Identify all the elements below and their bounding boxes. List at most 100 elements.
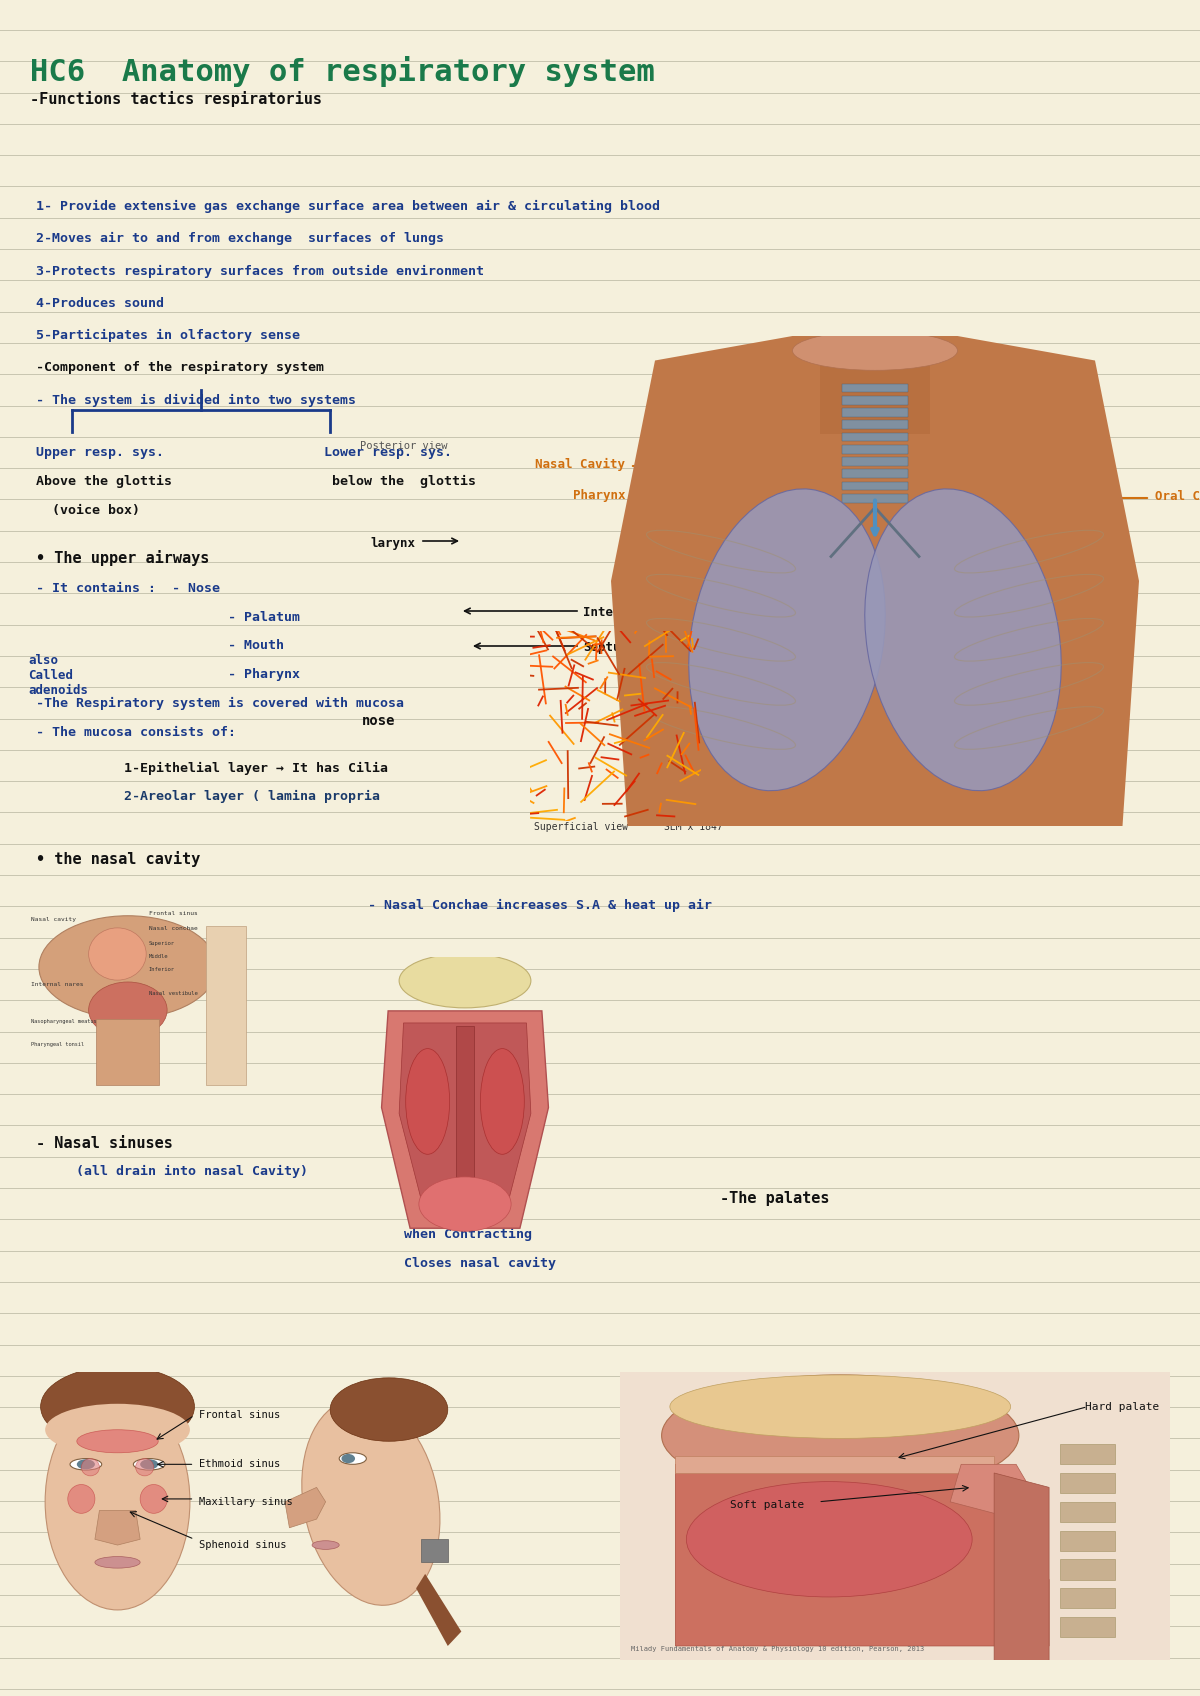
FancyBboxPatch shape: [1060, 1445, 1115, 1464]
FancyBboxPatch shape: [1060, 1472, 1115, 1492]
Text: (all drain into nasal Cavity): (all drain into nasal Cavity): [36, 1165, 308, 1179]
Text: Above the glottis                    below the  glottis: Above the glottis below the glottis: [36, 475, 476, 488]
FancyBboxPatch shape: [1060, 1587, 1115, 1608]
Ellipse shape: [689, 488, 886, 790]
Ellipse shape: [419, 1177, 511, 1231]
Ellipse shape: [46, 1404, 190, 1455]
FancyBboxPatch shape: [842, 432, 908, 441]
Ellipse shape: [670, 1375, 1010, 1438]
Text: Ethmoid sinus: Ethmoid sinus: [199, 1459, 281, 1469]
FancyBboxPatch shape: [456, 1026, 474, 1213]
Text: -Component of the respiratory system: -Component of the respiratory system: [36, 361, 324, 375]
Ellipse shape: [340, 1453, 366, 1464]
Polygon shape: [400, 1023, 530, 1216]
Text: Internal nares: Internal nares: [31, 982, 84, 987]
Text: Frontal sinus: Frontal sinus: [149, 911, 198, 916]
Text: Sphenoid sinus: Sphenoid sinus: [199, 1540, 287, 1550]
Text: HC6  Anatomy of respiratory system: HC6 Anatomy of respiratory system: [30, 56, 655, 86]
Text: 3-Protects respiratory surfaces from outside environment: 3-Protects respiratory surfaces from out…: [36, 265, 484, 278]
Text: Inferior: Inferior: [149, 967, 175, 972]
Polygon shape: [95, 1511, 140, 1545]
Polygon shape: [676, 1464, 1049, 1645]
Text: - The mucosa consists of:: - The mucosa consists of:: [36, 726, 236, 739]
Text: (voice box): (voice box): [36, 504, 140, 517]
Polygon shape: [416, 1574, 461, 1645]
Ellipse shape: [136, 1459, 154, 1476]
Ellipse shape: [330, 1377, 448, 1442]
FancyBboxPatch shape: [676, 1455, 994, 1472]
FancyBboxPatch shape: [842, 482, 908, 490]
Polygon shape: [611, 336, 1139, 826]
Text: • the nasal cavity: • the nasal cavity: [36, 851, 200, 867]
Text: Nasal Cavity: Nasal Cavity: [535, 458, 625, 470]
Ellipse shape: [133, 1459, 166, 1470]
Text: Hard palate: Hard palate: [1085, 1401, 1159, 1411]
Text: -Functions tactics respiratorius: -Functions tactics respiratorius: [30, 92, 322, 107]
Text: Septum: Septum: [583, 641, 628, 655]
Text: Maxillary sinus: Maxillary sinus: [199, 1498, 293, 1506]
Text: nose: nose: [362, 714, 396, 728]
Ellipse shape: [89, 928, 146, 980]
FancyBboxPatch shape: [1060, 1503, 1115, 1521]
Ellipse shape: [301, 1398, 440, 1606]
Text: Upper resp. sys.                    Lower resp. sys.: Upper resp. sys. Lower resp. sys.: [36, 446, 452, 460]
Ellipse shape: [41, 1367, 194, 1447]
Text: when Contracting: when Contracting: [36, 1228, 532, 1241]
FancyBboxPatch shape: [421, 1540, 448, 1562]
Text: Nasopharyngeal meatus: Nasopharyngeal meatus: [31, 1019, 97, 1024]
FancyBboxPatch shape: [1060, 1530, 1115, 1550]
FancyBboxPatch shape: [96, 1019, 160, 1085]
Text: Frontal sinus: Frontal sinus: [199, 1411, 281, 1420]
FancyBboxPatch shape: [842, 383, 908, 392]
Ellipse shape: [38, 916, 217, 1018]
Text: Pharynx: Pharynx: [572, 490, 625, 502]
Text: - Palatum: - Palatum: [36, 611, 300, 624]
Text: SEM x 1847: SEM x 1847: [664, 823, 722, 833]
Text: Nasal vestibule: Nasal vestibule: [149, 990, 198, 996]
Ellipse shape: [140, 1459, 158, 1469]
Text: - Nasal sinuses: - Nasal sinuses: [36, 1136, 173, 1152]
FancyBboxPatch shape: [842, 470, 908, 478]
Polygon shape: [950, 1464, 1038, 1516]
Text: Soft palate: Soft palate: [731, 1499, 804, 1509]
Ellipse shape: [865, 488, 1061, 790]
Polygon shape: [620, 1372, 1170, 1660]
Text: - It contains :  - Nose: - It contains : - Nose: [36, 582, 220, 595]
Ellipse shape: [95, 1557, 140, 1569]
Ellipse shape: [77, 1459, 95, 1469]
Text: • The upper airways: • The upper airways: [36, 550, 209, 565]
Text: 4-Produces sound: 4-Produces sound: [36, 297, 164, 310]
Text: - Pharynx: - Pharynx: [36, 668, 300, 682]
FancyBboxPatch shape: [842, 456, 908, 466]
Ellipse shape: [480, 1048, 524, 1155]
FancyBboxPatch shape: [842, 395, 908, 405]
Ellipse shape: [406, 1048, 450, 1155]
Ellipse shape: [312, 1540, 340, 1550]
FancyBboxPatch shape: [820, 346, 930, 434]
Text: Closes nasal cavity: Closes nasal cavity: [36, 1257, 556, 1270]
Ellipse shape: [686, 1482, 972, 1598]
Ellipse shape: [89, 982, 167, 1038]
Ellipse shape: [82, 1459, 100, 1476]
Text: - Nasal Conchae increases S.A & heat up air: - Nasal Conchae increases S.A & heat up …: [336, 899, 712, 912]
Text: Middle: Middle: [149, 953, 168, 958]
Text: Oral Cavity: Oral Cavity: [1154, 490, 1200, 502]
Ellipse shape: [661, 1375, 1019, 1496]
Ellipse shape: [400, 953, 530, 1007]
Text: Superior: Superior: [149, 941, 175, 946]
Text: - Mouth: - Mouth: [36, 639, 284, 653]
FancyBboxPatch shape: [1060, 1560, 1115, 1579]
Ellipse shape: [140, 1484, 167, 1513]
Text: also
Called
adenoids: also Called adenoids: [28, 655, 88, 697]
Ellipse shape: [67, 1484, 95, 1513]
FancyBboxPatch shape: [1060, 1618, 1115, 1637]
Polygon shape: [284, 1487, 325, 1528]
Text: 1-Epithelial layer → It has Cilia: 1-Epithelial layer → It has Cilia: [36, 762, 388, 775]
Text: Milady Fundamentals of Anatomy & Physiology 10 edition, Pearson, 2013: Milady Fundamentals of Anatomy & Physiol…: [631, 1645, 925, 1652]
Text: -The palates: -The palates: [720, 1191, 829, 1206]
Text: 2-Areolar layer ( lamina propria: 2-Areolar layer ( lamina propria: [36, 790, 380, 804]
Polygon shape: [994, 1472, 1049, 1660]
Polygon shape: [382, 1011, 548, 1228]
Ellipse shape: [77, 1430, 158, 1453]
Ellipse shape: [792, 331, 958, 370]
